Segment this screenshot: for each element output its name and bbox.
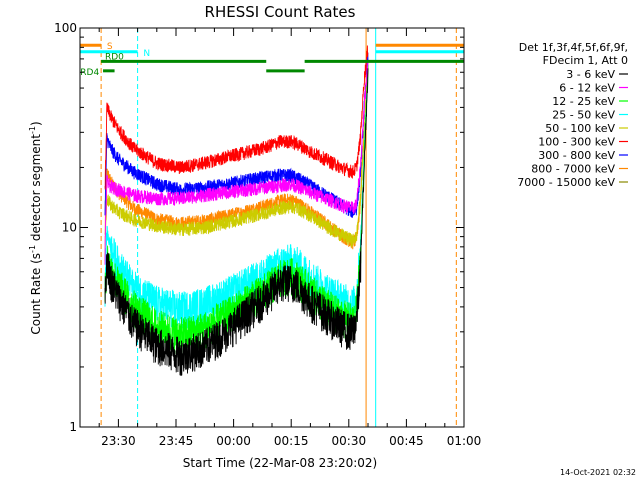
legend: Det 1f,3f,4f,5f,6f,9f, FDecim 1, Att 0 3… <box>517 41 628 189</box>
data-layer: S N RD0 RD4 <box>79 28 464 427</box>
x-tick-label-3: 00:15 <box>274 434 309 448</box>
chart-title: RHESSI Count Rates <box>205 3 356 21</box>
axis-layer: 1 10 100 23:30 23:45 00:00 00:15 00:30 00:45 01:0… <box>54 21 481 448</box>
y-label-part-end: ) <box>29 121 43 126</box>
y-label-part-main: Count Rate (s <box>29 253 43 335</box>
x-tick-label-2: 00:00 <box>216 434 251 448</box>
legend-entry-1: 6 - 12 keV <box>559 82 615 95</box>
y-label-sup-1: -1 <box>28 245 37 253</box>
y-tick-label-0: 1 <box>69 420 77 434</box>
state-label-2: RD0 <box>105 52 124 62</box>
y-label-sup-2: -1 <box>28 126 37 134</box>
state-label-1: N <box>143 49 150 59</box>
x-tick-label-4: 00:30 <box>332 434 367 448</box>
y-tick-label-1: 10 <box>62 221 77 235</box>
x-tick-label-0: 23:30 <box>101 434 136 448</box>
timestamp: 14-Oct-2021 02:32 <box>560 468 636 477</box>
series-line-5 <box>104 45 369 190</box>
x-axis-label: Start Time (22-Mar-08 23:20:02) <box>183 456 377 470</box>
series-line-0 <box>104 68 369 377</box>
y-axis-label: Count Rate (s-1 detector segment-1) <box>28 121 43 334</box>
legend-entry-6: 300 - 800 keV <box>538 149 615 162</box>
x-tick-label-6: 01:00 <box>447 434 482 448</box>
legend-entry-7: 800 - 7000 keV <box>531 163 615 176</box>
legend-header-1: Det 1f,3f,4f,5f,6f,9f, <box>519 41 628 54</box>
legend-entry-8: 7000 - 15000 keV <box>517 176 615 189</box>
state-label-3: RD4 <box>80 68 99 78</box>
x-tick-label-1: 23:45 <box>159 434 194 448</box>
legend-entry-5: 100 - 300 keV <box>538 136 615 149</box>
state-label-0: S <box>107 42 113 52</box>
legend-entry-0: 3 - 6 keV <box>566 68 615 81</box>
legend-entry-2: 12 - 25 keV <box>552 95 615 108</box>
series-line-6 <box>104 52 369 218</box>
series-line-2 <box>104 64 369 355</box>
y-label-part-mid: detector segment <box>29 134 43 245</box>
legend-entry-4: 50 - 100 keV <box>545 122 615 135</box>
series-line-1 <box>104 61 369 265</box>
legend-header-2: FDecim 1, Att 0 <box>543 54 628 67</box>
y-tick-label-2: 100 <box>54 21 77 35</box>
x-tick-label-5: 00:45 <box>389 434 424 448</box>
legend-entry-3: 25 - 50 keV <box>552 109 615 122</box>
series-line-4 <box>104 64 369 261</box>
